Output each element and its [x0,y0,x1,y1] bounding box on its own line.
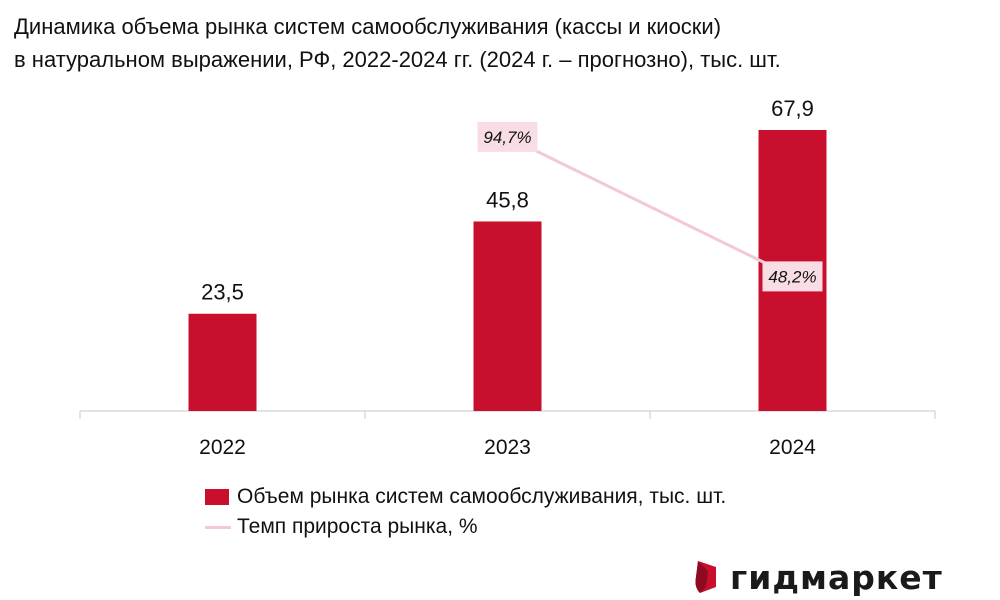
bar-value-label-2022: 23,5 [201,280,244,305]
chart-title-line-2: в натуральном выражении, РФ, 2022-2024 г… [14,47,781,72]
chart-title: Динамика объема рынка систем самообслужи… [14,10,989,76]
brand-logo: гидмаркет [690,556,943,598]
bar-value-label-2024: 67,9 [771,96,814,121]
legend-item-growth: Темп прироста рынка, % [205,512,726,542]
bar-value-label-2023: 45,8 [486,187,529,212]
bar-2022 [188,313,257,411]
brand-logo-icon [695,561,716,593]
legend-bar-swatch [205,489,229,505]
legend: Объем рынка систем самообслуживания, тыс… [205,482,726,542]
legend-label-volume: Объем рынка систем самообслуживания, тыс… [237,485,727,508]
growth-label-bg-2023 [477,121,538,152]
legend-line-swatch [205,525,231,529]
x-tick-label-2023: 2023 [484,436,531,459]
growth-label-bg-2024 [762,261,823,292]
growth-label-2023: 94,7% [483,128,531,147]
chart-title-line-1: Динамика объема рынка систем самообслужи… [14,14,722,39]
growth-rate-line [506,135,794,278]
growth-label-2024: 48,2% [768,267,816,286]
bar-2023 [473,221,542,411]
legend-item-volume: Объем рынка систем самообслуживания, тыс… [205,482,726,512]
legend-label-growth: Темп прироста рынка, % [237,515,478,538]
brand-logo-text: гидмаркет [730,557,943,597]
x-tick-label-2022: 2022 [199,436,246,459]
x-tick-label-2024: 2024 [769,436,816,459]
bar-chart: 23,5 2022 45,8 2023 67,9 2024 94,7% 48,2% [79,96,936,459]
